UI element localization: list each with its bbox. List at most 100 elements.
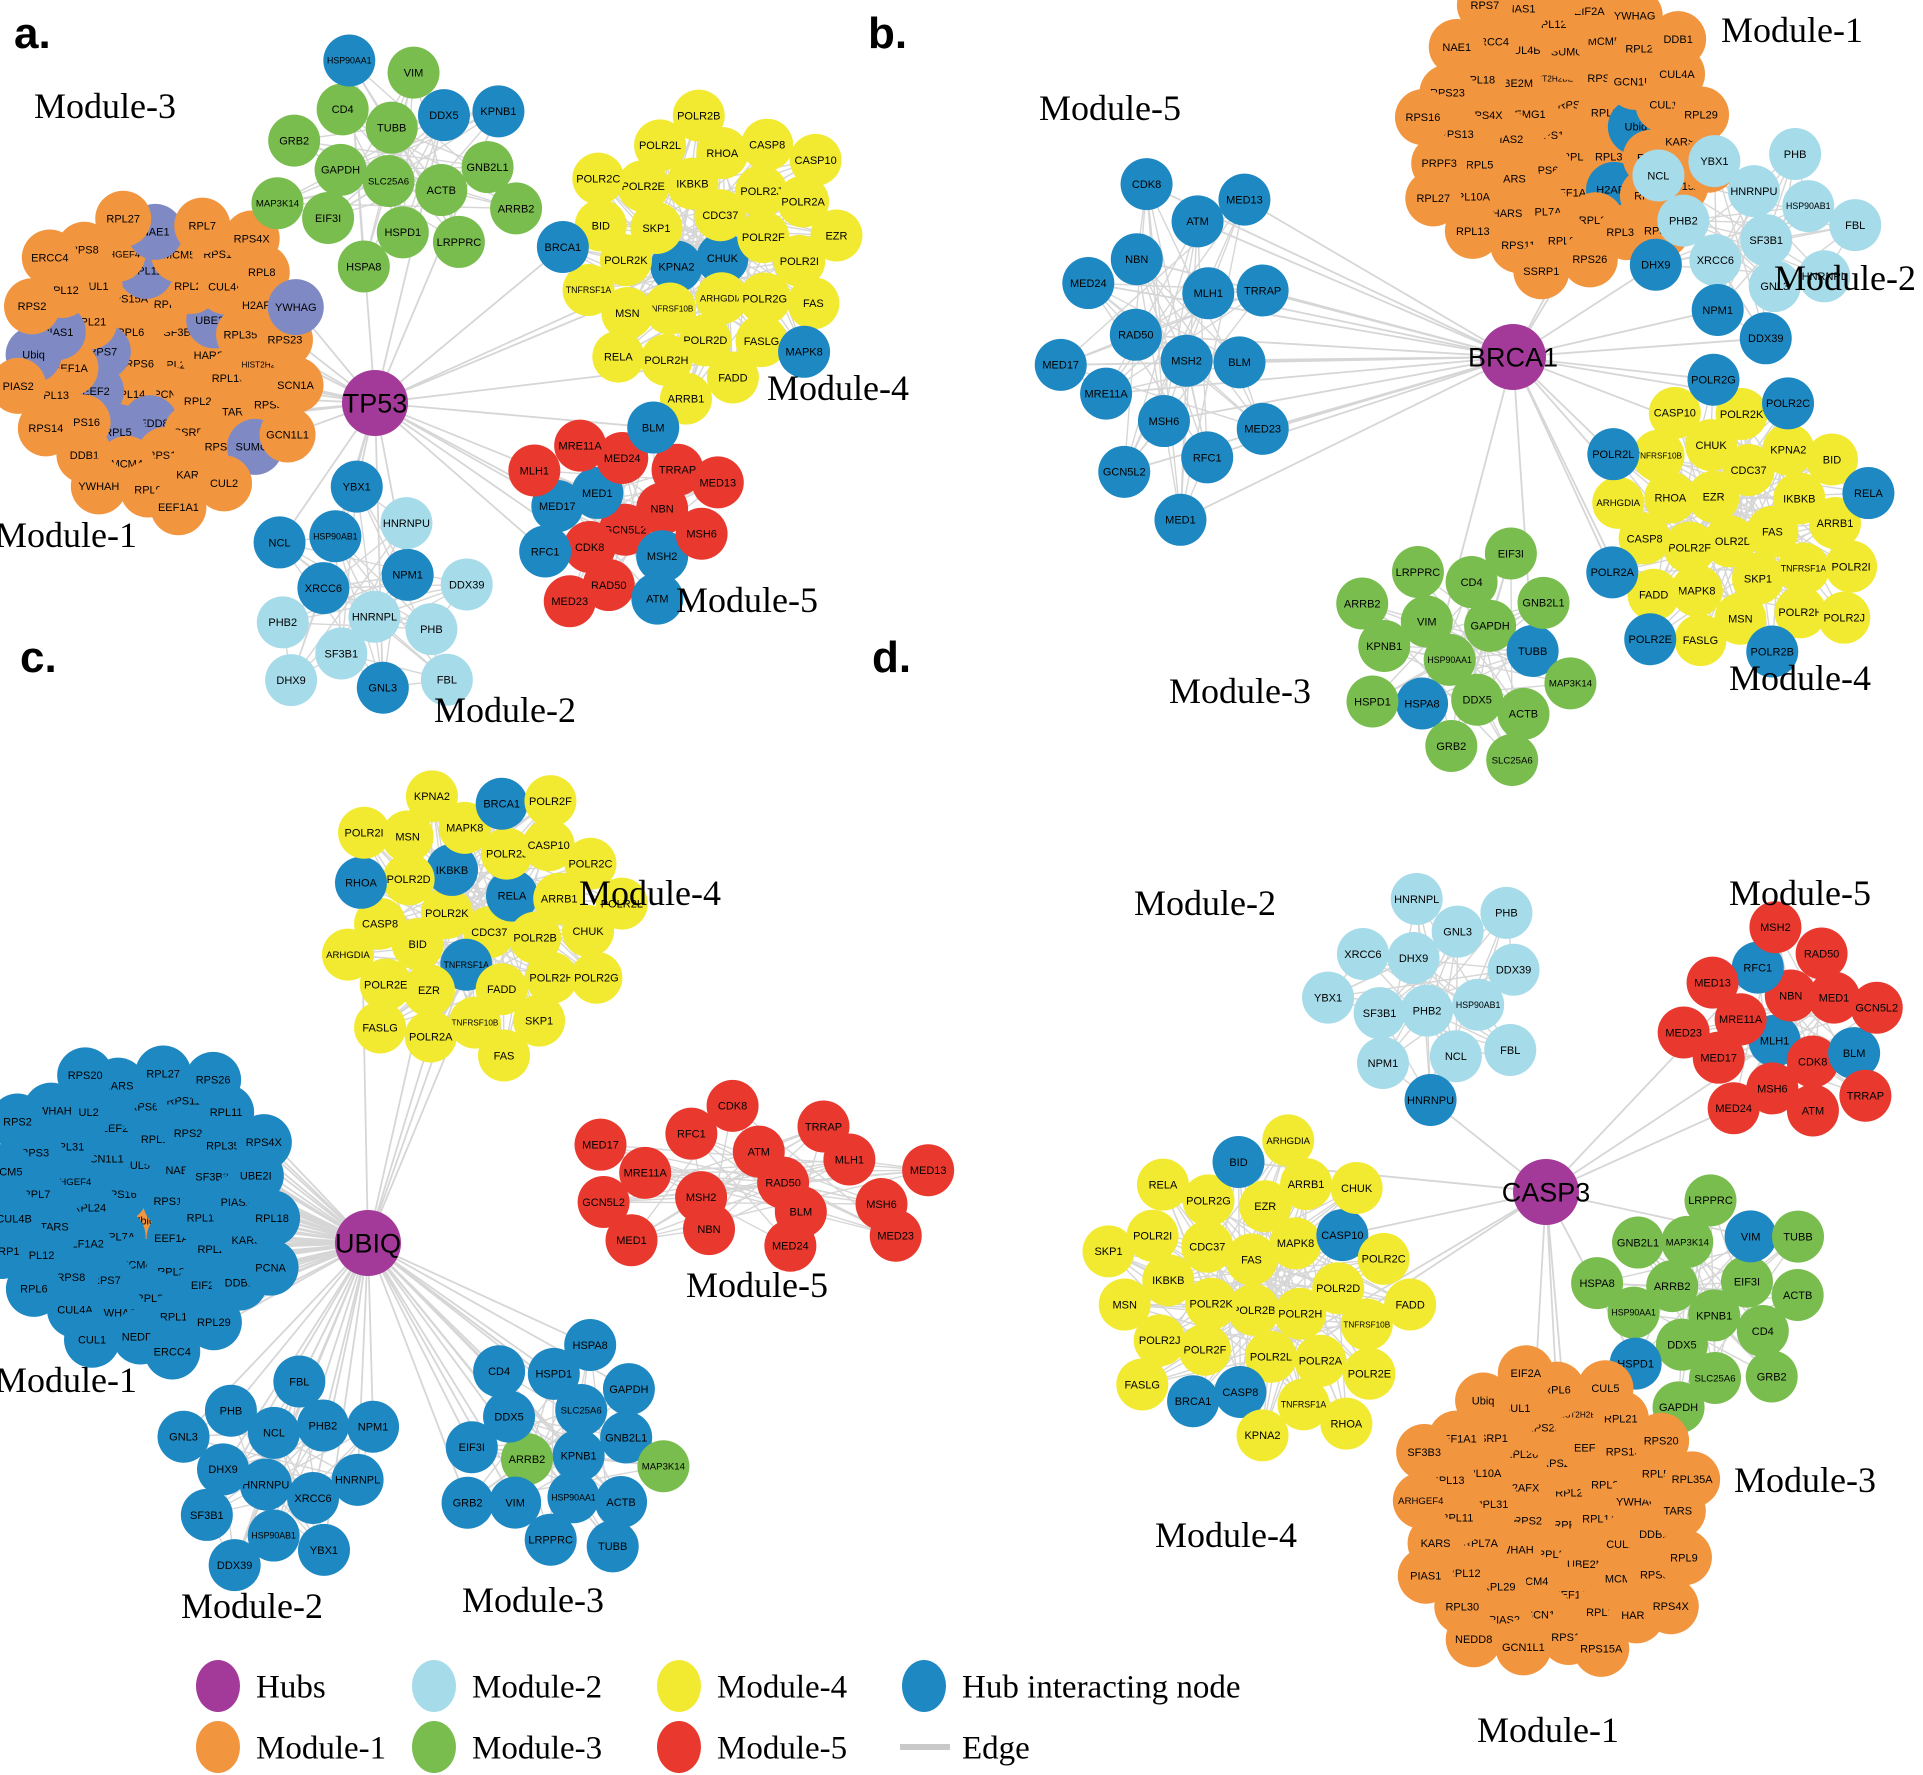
node-label: RFC1	[1193, 452, 1222, 464]
node-circle	[1739, 312, 1792, 365]
node-circle	[586, 1520, 639, 1573]
node-circle	[577, 1176, 630, 1229]
node-a-FBL: FBL	[420, 653, 473, 706]
node-b-HNRNPU: HNRNPU	[1727, 165, 1780, 218]
node-b-NBN: NBN	[1110, 233, 1163, 286]
node-c-HSPD1: HSPD1	[527, 1347, 580, 1400]
legend-swatch-module-1	[196, 1721, 240, 1773]
node-label: POLR2J	[1139, 1335, 1181, 1347]
node-c-POLR2B: POLR2B	[509, 911, 562, 964]
node-c-GAPDH: GAPDH	[602, 1363, 655, 1416]
node-b-ARHGDIA: ARHGDIA	[1592, 476, 1645, 529]
node-label: POLR2B	[677, 110, 720, 122]
node-label: POLR2C	[1362, 1254, 1406, 1266]
node-circle	[1431, 905, 1484, 958]
node-circle	[683, 1203, 736, 1256]
node-label: VIM	[1417, 616, 1437, 628]
node-a-FASLG: FASLG	[735, 315, 788, 368]
node-label: ARRB2	[1344, 598, 1381, 610]
node-a-PHB: PHB	[405, 603, 458, 656]
node-label: KPNA2	[1770, 444, 1806, 456]
node-label: GCN5L2	[1855, 1003, 1898, 1015]
hub-CASP3: CASP3	[1502, 1159, 1590, 1225]
node-c-POLR2E: POLR2E	[359, 958, 412, 1011]
node-d-POLR2B: POLR2B	[1227, 1283, 1280, 1336]
node-circle	[1445, 556, 1498, 609]
node-a-CASP10: CASP10	[789, 133, 842, 186]
node-d-CDC37: CDC37	[1181, 1220, 1234, 1273]
node-a-TUBB: TUBB	[365, 101, 418, 154]
module-label-c-Module-4: Module-4	[579, 873, 721, 913]
node-b-TRRAP: TRRAP	[1236, 264, 1289, 317]
node-label: HSPA8	[346, 261, 381, 273]
node-label: POLR2E	[1629, 634, 1672, 646]
node-label: YBX1	[1314, 992, 1342, 1004]
node-label: MLH1	[520, 465, 549, 477]
node-label: FADD	[487, 984, 516, 996]
node-label: MSN	[1112, 1299, 1137, 1311]
node-circle	[1657, 194, 1710, 247]
node-circle	[1684, 1174, 1737, 1227]
node-label: RPL29	[197, 1317, 231, 1329]
node-label: DDX5	[1463, 695, 1492, 707]
node-label: HSP90AA1	[551, 1492, 596, 1502]
node-b-TNFRSF1A: TNFRSF1A	[1777, 542, 1830, 595]
node-label: POLR2I	[780, 256, 819, 268]
node-c-MED13: MED13	[902, 1144, 955, 1197]
node-circle	[1312, 1262, 1365, 1315]
node-label: HNRNPU	[1730, 186, 1777, 198]
node-label: GCN5L2	[604, 525, 647, 537]
node-circle	[438, 801, 491, 854]
node-circle	[404, 1010, 457, 1063]
legend-label: Hub interacting node	[962, 1670, 1241, 1706]
node-circle	[651, 443, 704, 496]
node-b-LRPPRC: LRPPRC	[1391, 546, 1444, 599]
node-circle	[1808, 971, 1861, 1024]
node-label: CASP10	[1654, 408, 1696, 420]
node-c-POLR2F: POLR2F	[524, 775, 577, 828]
node-label: ACTB	[606, 1497, 635, 1509]
node-circle	[1487, 943, 1540, 996]
node-circle	[297, 1523, 350, 1576]
node-label: BID	[592, 220, 610, 232]
node-circle	[480, 827, 533, 880]
node-circle	[1646, 1260, 1699, 1313]
node-label: VIM	[404, 68, 424, 80]
node-a-MLH1: MLH1	[508, 444, 561, 497]
node-label: ARRB1	[541, 894, 578, 906]
node-c-VIM: VIM	[489, 1476, 542, 1529]
node-c-SSRP1: SSRP1	[0, 1222, 30, 1279]
node-d-MED1: MED1	[1808, 971, 1861, 1024]
node-label: EIF3I	[459, 1442, 485, 1454]
node-circle	[1537, 0, 1589, 17]
node-circle	[1137, 395, 1190, 448]
node-b-POLR2K: POLR2K	[1715, 387, 1768, 440]
node-circle	[1606, 0, 1663, 44]
node-circle	[631, 572, 684, 625]
node-label: CD4	[1461, 577, 1483, 589]
hub-edge	[1197, 220, 1514, 358]
node-label: MED17	[582, 1140, 619, 1152]
node-circle	[259, 406, 316, 463]
node-circle	[1429, 1030, 1482, 1083]
node-circle	[1396, 677, 1449, 730]
node-circle	[902, 1144, 955, 1197]
node-label: GRB2	[1436, 741, 1466, 753]
node-a-HNRNPU: HNRNPU	[380, 497, 433, 550]
node-b-DDX39: DDX39	[1739, 312, 1792, 365]
node-circle	[473, 1345, 526, 1398]
node-a-RELA: RELA	[592, 330, 645, 383]
node-circle	[1673, 86, 1730, 143]
node-b-POLR2L: POLR2L	[1587, 428, 1640, 481]
node-circle	[420, 653, 473, 706]
node-a-SCN1A: SCN1A	[267, 356, 324, 413]
node-circle	[5, 1260, 62, 1317]
node-label: RPL30	[1445, 1601, 1479, 1613]
node-label: TNFRSF1A	[1781, 564, 1827, 574]
node-circle	[1277, 1378, 1330, 1431]
node-label: BID	[1823, 454, 1841, 466]
node-label: YWHAG	[1614, 10, 1656, 22]
node-label: POLR2L	[639, 140, 681, 152]
node-label: LRPPRC	[1688, 1195, 1733, 1207]
node-circle	[525, 951, 578, 1004]
